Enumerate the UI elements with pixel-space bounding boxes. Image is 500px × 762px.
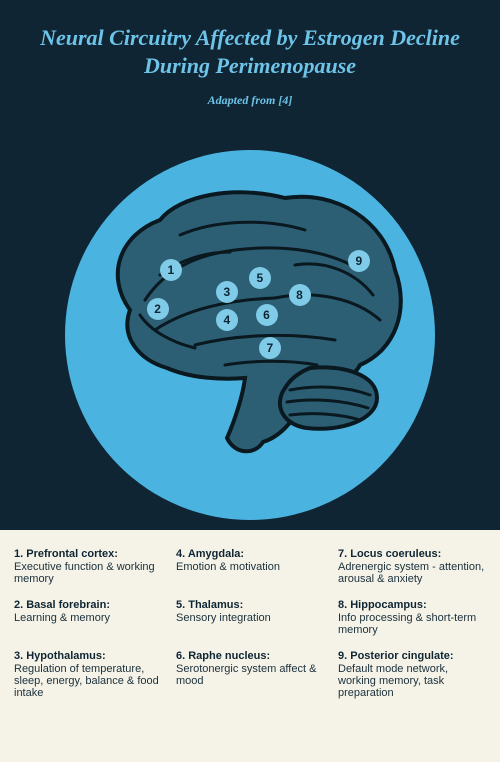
- subtitle: Adapted from [4]: [20, 93, 480, 108]
- legend-name: 9. Posterior cingulate:: [338, 650, 486, 662]
- legend-name: 6. Raphe nucleus:: [176, 650, 324, 662]
- legend-desc: Learning & memory: [14, 612, 162, 624]
- legend-item-6: 6. Raphe nucleus:Serotonergic system aff…: [176, 650, 324, 699]
- legend-item-3: 3. Hypothalamus:Regulation of temperatur…: [14, 650, 162, 699]
- legend-desc: Serotonergic system affect & mood: [176, 663, 324, 687]
- legend-name: 2. Basal forebrain:: [14, 599, 162, 611]
- legend-name: 5. Thalamus:: [176, 599, 324, 611]
- legend: 1. Prefrontal cortex:Executive function …: [0, 530, 500, 717]
- diagram-panel: Neural Circuitry Affected by Estrogen De…: [0, 0, 500, 530]
- marker-5: 5: [249, 267, 271, 289]
- legend-item-2: 2. Basal forebrain:Learning & memory: [14, 599, 162, 636]
- marker-3: 3: [216, 281, 238, 303]
- legend-name: 8. Hippocampus:: [338, 599, 486, 611]
- legend-desc: Executive function & working memory: [14, 561, 162, 585]
- markers-layer: 1 2 3 45 6 7 8 9: [85, 180, 415, 460]
- brain-circle-wrap: 1 2 3 45 6 7 8 9: [65, 150, 435, 520]
- legend-item-4: 4. Amygdala:Emotion & motivation: [176, 548, 324, 585]
- legend-name: 3. Hypothalamus:: [14, 650, 162, 662]
- title: Neural Circuitry Affected by Estrogen De…: [20, 24, 480, 79]
- legend-name: 4. Amygdala:: [176, 548, 324, 560]
- marker-7: 7: [259, 337, 281, 359]
- marker-4: 4: [216, 309, 238, 331]
- legend-item-1: 1. Prefrontal cortex:Executive function …: [14, 548, 162, 585]
- legend-item-8: 8. Hippocampus:Info processing & short-t…: [338, 599, 486, 636]
- legend-desc: Sensory integration: [176, 612, 324, 624]
- marker-9: 9: [348, 250, 370, 272]
- legend-desc: Default mode network, working memory, ta…: [338, 663, 486, 699]
- legend-desc: Info processing & short-term memory: [338, 612, 486, 636]
- legend-item-7: 7. Locus coeruleus:Adrenergic system - a…: [338, 548, 486, 585]
- marker-2: 2: [147, 298, 169, 320]
- legend-desc: Regulation of temperature, sleep, energy…: [14, 663, 162, 699]
- legend-item-5: 5. Thalamus:Sensory integration: [176, 599, 324, 636]
- marker-8: 8: [289, 284, 311, 306]
- marker-6: 6: [256, 304, 278, 326]
- legend-desc: Emotion & motivation: [176, 561, 324, 573]
- legend-name: 1. Prefrontal cortex:: [14, 548, 162, 560]
- legend-item-9: 9. Posterior cingulate:Default mode netw…: [338, 650, 486, 699]
- marker-1: 1: [160, 259, 182, 281]
- legend-name: 7. Locus coeruleus:: [338, 548, 486, 560]
- legend-desc: Adrenergic system - attention, arousal &…: [338, 561, 486, 585]
